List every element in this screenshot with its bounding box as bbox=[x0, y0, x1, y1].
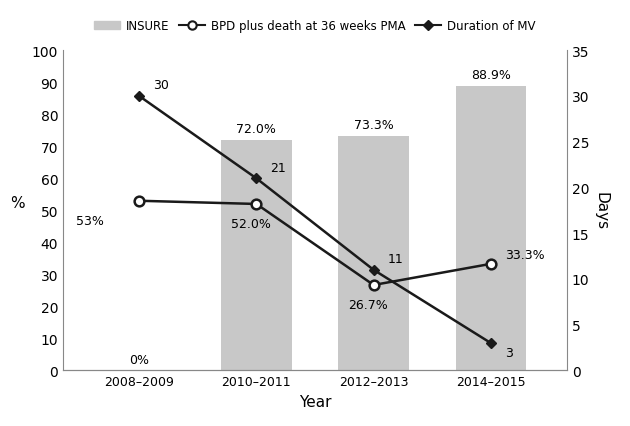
Legend: INSURE, BPD plus death at 36 weeks PMA, Duration of MV: INSURE, BPD plus death at 36 weeks PMA, … bbox=[89, 15, 541, 38]
Text: 52.0%: 52.0% bbox=[231, 217, 270, 230]
Text: 73.3%: 73.3% bbox=[353, 119, 394, 132]
X-axis label: Year: Year bbox=[299, 394, 331, 409]
Text: 21: 21 bbox=[270, 161, 286, 174]
Text: 72.0%: 72.0% bbox=[236, 123, 277, 136]
Y-axis label: %: % bbox=[11, 196, 25, 211]
Text: 53%: 53% bbox=[76, 214, 104, 227]
Text: 88.9%: 88.9% bbox=[471, 69, 511, 82]
Bar bbox=[455, 86, 526, 371]
Bar bbox=[338, 136, 409, 371]
Text: 33.3%: 33.3% bbox=[505, 248, 544, 261]
Bar bbox=[221, 141, 292, 371]
Text: 0%: 0% bbox=[129, 353, 149, 366]
Text: 26.7%: 26.7% bbox=[348, 298, 387, 311]
Text: 11: 11 bbox=[387, 253, 403, 265]
Text: 30: 30 bbox=[153, 79, 169, 92]
Text: 3: 3 bbox=[505, 346, 513, 360]
Y-axis label: Days: Days bbox=[594, 192, 609, 230]
